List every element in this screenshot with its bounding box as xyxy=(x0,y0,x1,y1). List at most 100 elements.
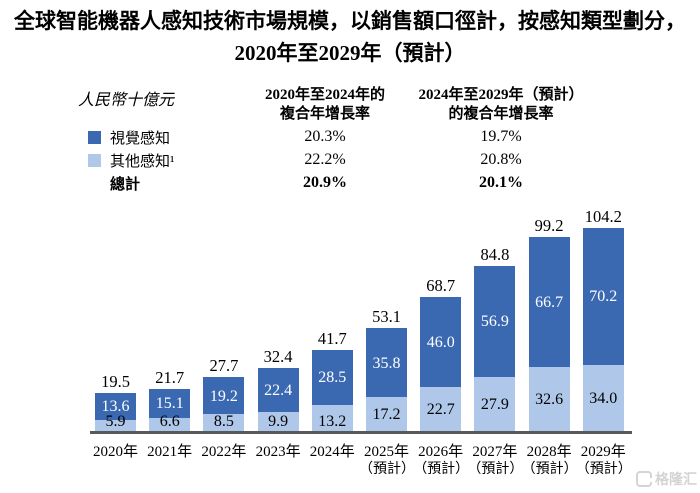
legend-label-visual: 視覺感知 xyxy=(110,131,171,147)
bar-value-total: 41.7 xyxy=(317,328,347,348)
bar-value-other: 9.9 xyxy=(268,413,289,430)
x-axis-labels: 2020年 2021年 2022年 2023年 2024年 2025年 （預計） 2026年（… xyxy=(90,444,632,484)
bar-value-other: 27.9 xyxy=(480,395,509,413)
bar-segment-other xyxy=(257,411,299,431)
cagr-header-2024-2029: 2024年至2029年（預計） 的複合年增長率 xyxy=(399,86,603,124)
bar-value-total: 27.7 xyxy=(209,356,239,375)
bar-value-other: 13.2 xyxy=(318,413,347,430)
x-axis-line xyxy=(90,431,632,434)
x-axis-label-year: 2020年 xyxy=(92,444,138,460)
bar-segment-visual xyxy=(474,265,516,377)
x-axis-label: 2024年 xyxy=(305,444,360,461)
bar-value-visual: 22.4 xyxy=(264,381,293,399)
x-axis-label: 2028年 （預計） xyxy=(521,444,578,478)
bar-value-visual: 13.6 xyxy=(101,398,130,416)
x-axis-label-note: （預計） xyxy=(413,462,470,477)
bar-value-total: 21.7 xyxy=(155,367,185,387)
bar-segment-visual xyxy=(149,388,191,419)
cagr-column-2020-2024: 2020年至2024年的 複合年增長率 20.3% 22.2% 20.9% xyxy=(233,86,417,191)
bar-value-total: 32.4 xyxy=(263,347,293,367)
x-axis-label-year: 2022年 xyxy=(201,444,247,460)
bar-segment-visual xyxy=(420,297,462,387)
bar-segment-other xyxy=(528,367,570,431)
bar-value-visual: 28.5 xyxy=(318,369,347,387)
bar-segment-other xyxy=(582,364,624,431)
x-axis-label-note: （預計） xyxy=(521,462,578,477)
legend-item-other: 其他感知¹ xyxy=(88,149,175,172)
x-axis-label-year: 2026年 xyxy=(418,444,464,460)
x-axis-label-year: 2024年 xyxy=(309,444,355,460)
cagr-header-2020-2024: 2020年至2024年的 複合年增長率 xyxy=(233,86,417,124)
cagr-value-other: 22.2% xyxy=(304,151,346,168)
x-axis-label: 2025年 （預計） xyxy=(359,444,415,478)
bar-value-total: 68.7 xyxy=(426,276,456,296)
x-axis-label-year: 2028年 xyxy=(526,444,572,460)
x-axis-label-note: （預計） xyxy=(467,462,524,477)
chart-title: 全球智能機器人感知技術市場規模，以銷售額口徑計，按感知類型劃分， 2020年至2… xyxy=(0,5,700,69)
bar-value-visual: 15.1 xyxy=(155,395,184,413)
x-axis-label-year: 2029年 xyxy=(580,444,626,460)
x-axis-label-note: （預計） xyxy=(359,462,415,477)
chart-area: 13.6 5.9 19.5 15.1 6.6 21.7 19.2 8.5 27.7 22.4 9.9… xyxy=(90,197,632,434)
cagr-value-total: 20.9% xyxy=(303,174,347,191)
x-axis-label-year: 2021年 xyxy=(147,444,193,460)
bar-value-other: 32.6 xyxy=(535,391,564,409)
chart-title-line2: 2020年至2029年（預計） xyxy=(234,41,466,65)
bar-value-other: 17.2 xyxy=(372,406,401,424)
gelonghui-logo-icon xyxy=(636,471,653,487)
cagr-header-line1: 2020年至2024年的 xyxy=(264,87,385,103)
bar-value-other: 22.7 xyxy=(426,400,455,418)
chart-title-line1: 全球智能機器人感知技術市場規模，以銷售額口徑計，按感知類型劃分， xyxy=(14,9,686,33)
x-axis-label: 2022年 xyxy=(196,444,251,461)
bar-value-total: 99.2 xyxy=(534,216,564,236)
x-axis-label-year: 2027年 xyxy=(472,444,518,460)
bar-value-total: 53.1 xyxy=(372,306,401,326)
cagr-value-total: 20.1% xyxy=(479,174,523,191)
cagr-value-visual: 19.7% xyxy=(480,128,522,145)
bar-segment-visual xyxy=(95,392,136,420)
cagr-header-line2: 複合年增長率 xyxy=(279,106,370,122)
y-axis-unit-label: 人民幣十億元 xyxy=(78,92,175,109)
x-axis-label: 2027年 （預計） xyxy=(467,444,524,478)
x-axis-label: 2029年 （預計） xyxy=(575,444,632,478)
x-axis-label: 2020年 xyxy=(88,444,143,461)
bar-segment-visual xyxy=(366,327,407,398)
cagr-header-line2: 的複合年增長率 xyxy=(448,106,554,122)
legend-swatch-other-icon xyxy=(88,154,101,167)
bar-segment-other xyxy=(474,376,516,431)
bar-value-visual: 56.9 xyxy=(480,313,509,331)
bar-segment-visual xyxy=(257,368,299,412)
bar-segment-visual xyxy=(311,349,353,406)
x-axis-label: 2021年 xyxy=(142,444,197,461)
bar-value-total: 84.8 xyxy=(480,244,510,264)
bar-segment-other xyxy=(366,397,407,431)
gelonghui-watermark-text: 格隆汇 xyxy=(655,471,697,487)
x-axis-label: 2023年 xyxy=(251,444,306,461)
bar-segment-other xyxy=(420,386,462,431)
bar-value-total: 104.2 xyxy=(584,206,622,226)
bar-value-other: 34.0 xyxy=(589,389,618,407)
gelonghui-watermark: 格隆汇 xyxy=(636,469,697,489)
x-axis-label-year: 2023年 xyxy=(255,444,301,460)
legend-label-other: 其他感知¹ xyxy=(110,154,175,170)
bar-value-visual: 66.7 xyxy=(535,294,564,312)
cagr-value-other: 20.8% xyxy=(480,151,522,168)
bar-segment-other xyxy=(203,414,245,431)
cagr-column-2024-2029: 2024年至2029年（預計） 的複合年增長率 19.7% 20.8% 20.1… xyxy=(399,86,603,191)
legend-swatch-visual-icon xyxy=(88,131,101,144)
x-axis-label: 2026年 （預計） xyxy=(413,444,470,478)
legend-item-visual: 視覺感知 xyxy=(88,126,175,149)
bar-value-other: 8.5 xyxy=(213,413,234,430)
cagr-header-line1: 2024年至2029年（預計） xyxy=(418,87,584,103)
bar-segment-other xyxy=(311,405,353,431)
bar-value-other: 6.6 xyxy=(159,413,180,430)
x-axis-label-year: 2025年 xyxy=(363,444,409,460)
x-axis-label-note: （預計） xyxy=(575,462,632,477)
legend-item-total: 總計 xyxy=(110,177,141,193)
bar-value-visual: 35.8 xyxy=(372,354,401,372)
bar-segment-other xyxy=(95,419,136,431)
bar-value-visual: 19.2 xyxy=(209,387,238,405)
bar-segment-visual xyxy=(582,227,624,365)
bar-value-visual: 46.0 xyxy=(426,333,455,351)
